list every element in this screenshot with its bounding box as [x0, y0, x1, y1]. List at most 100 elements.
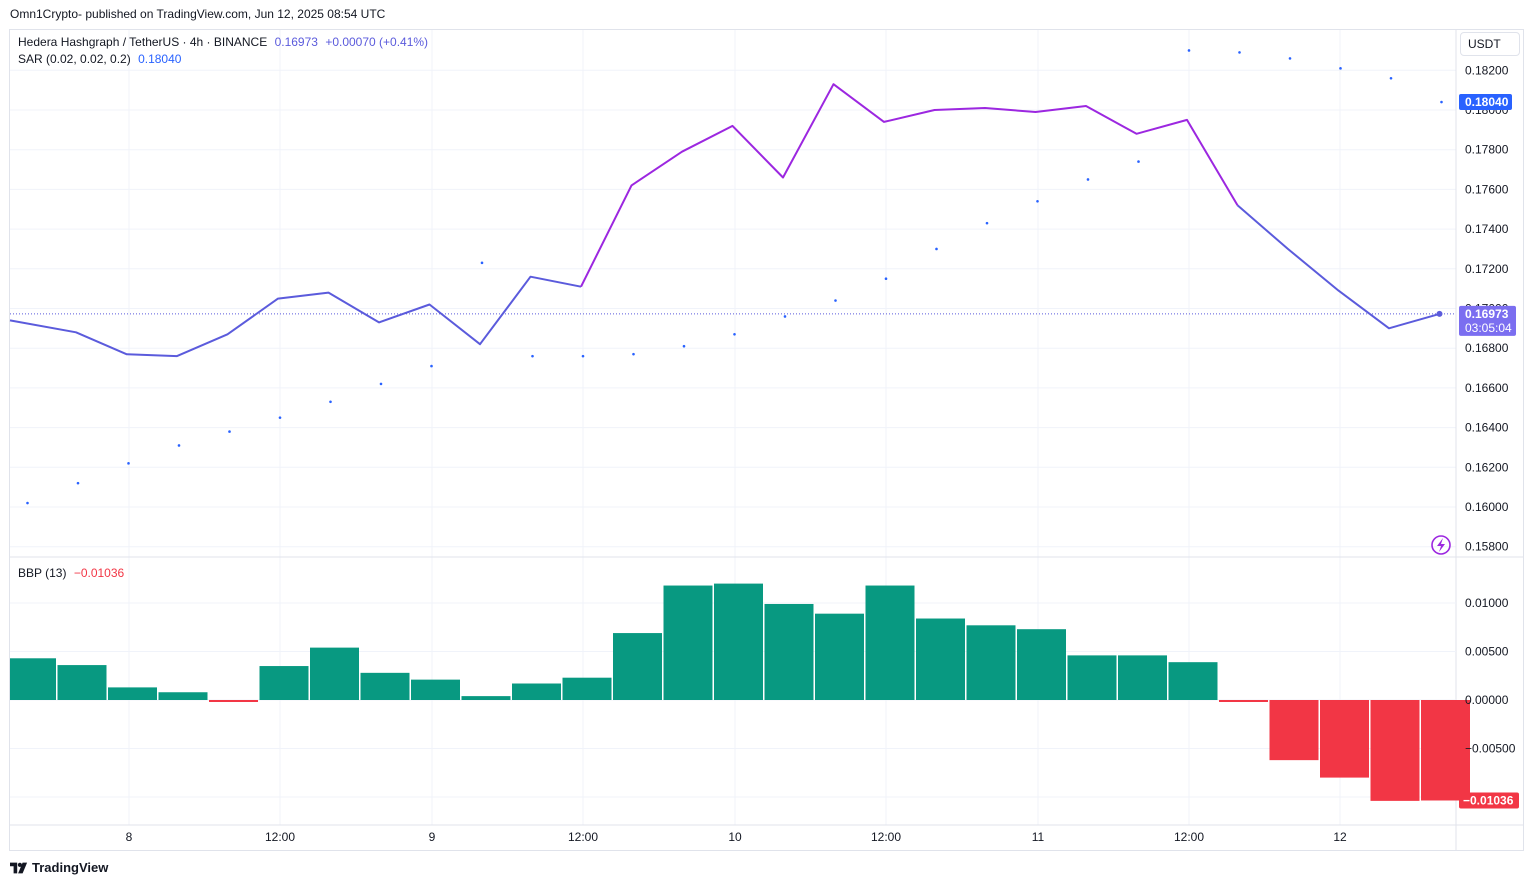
last-price-axis-label-bg	[1459, 305, 1516, 336]
bbp-bar	[1017, 629, 1066, 700]
price-tick-label: 0.17400	[1465, 222, 1509, 236]
price-tick-label: 0.16600	[1465, 381, 1509, 395]
price-pane	[9, 49, 1456, 505]
lightning-icon[interactable]	[1431, 535, 1451, 555]
currency-selector[interactable]: USDT	[1460, 32, 1520, 56]
sar-dot	[1389, 76, 1393, 80]
symbol-legend[interactable]: Hedera Hashgraph / TetherUS · 4h · BINAN…	[18, 35, 432, 49]
countdown-label: 03:05:04	[1465, 321, 1512, 335]
sar-axis-label: 0.18040	[1465, 95, 1509, 109]
x-tick-label: 11	[1032, 830, 1045, 844]
bbp-axis-label-bg	[1459, 792, 1519, 809]
bbp-axis-label: −0.01036	[1463, 793, 1514, 807]
bbp-bar	[966, 625, 1016, 700]
bbp-bar	[10, 658, 56, 700]
tradingview-logo[interactable]: TradingView	[10, 860, 108, 875]
bbp-tick-label: 0.00500	[1465, 645, 1509, 659]
price-tick-label: 0.15800	[1465, 540, 1509, 554]
sar-dot	[985, 221, 989, 225]
sar-dot	[581, 354, 585, 358]
sar-axis-label-bg	[1459, 94, 1512, 111]
bbp-bar	[714, 583, 763, 700]
bbp-bar	[411, 679, 460, 700]
bbp-bar	[764, 603, 814, 700]
bbp-bar	[512, 683, 561, 700]
bbp-tick-label: 0.00000	[1465, 693, 1509, 707]
bbp-label: BBP (13)	[18, 566, 67, 580]
tradingview-logo-text: TradingView	[32, 860, 109, 875]
bbp-bar	[360, 672, 410, 700]
sar-dot	[682, 344, 686, 348]
bbp-tick-label: −0.00500	[1465, 742, 1516, 756]
bbp-tick-label: 0.01000	[1465, 596, 1509, 610]
bbp-bar	[1219, 700, 1268, 702]
sar-dot	[884, 277, 888, 281]
sar-dot	[783, 315, 787, 318]
close-line-segment	[1236, 204, 1440, 330]
bbp-bar	[1320, 700, 1369, 778]
sar-dot	[935, 247, 938, 251]
sar-dot	[1288, 57, 1292, 60]
axis-layer: 8 12:00 9 12:00 10 12:00 11 12:00 12 0.15800 0.160…	[126, 63, 1519, 844]
price-tick-label: 0.16800	[1465, 341, 1509, 355]
sar-dot	[430, 364, 433, 368]
sar-value: 0.18040	[138, 52, 182, 66]
x-tick-label: 12:00	[871, 830, 901, 844]
sar-dot	[1187, 49, 1191, 52]
last-price-axis-label: 0.16973	[1465, 307, 1509, 321]
sar-label: SAR (0.02, 0.02, 0.2)	[18, 52, 131, 66]
sar-dot	[329, 400, 332, 404]
x-tick-label: 9	[429, 830, 436, 844]
sar-dot	[1440, 100, 1443, 104]
sar-dot	[177, 444, 181, 447]
bbp-value: −0.01036	[73, 566, 125, 580]
sar-dot	[1086, 178, 1090, 181]
sar-dot	[1137, 160, 1140, 163]
close-line-segment	[9, 275, 582, 358]
sar-dot	[76, 481, 80, 485]
sar-dot	[26, 501, 29, 505]
bbp-bar	[158, 692, 208, 700]
sar-dot	[379, 382, 383, 386]
grid-layer	[10, 30, 1524, 850]
bbp-bar	[1269, 700, 1319, 761]
sar-dot	[228, 430, 231, 433]
price-tick-label: 0.16200	[1465, 460, 1509, 474]
x-tick-label: 10	[728, 830, 742, 844]
bbp-bar	[57, 665, 107, 700]
sar-dot	[531, 354, 534, 358]
sar-dot	[834, 299, 837, 302]
price-tick-label: 0.17800	[1465, 143, 1509, 157]
price-tick-label: 0.16000	[1465, 500, 1509, 514]
x-tick-label: 12	[1333, 830, 1347, 844]
bbp-bar	[1067, 655, 1117, 700]
tradingview-logo-icon	[10, 862, 28, 873]
bbp-bar	[562, 677, 612, 700]
bbp-bar	[1421, 700, 1470, 801]
sar-dot	[1339, 67, 1342, 70]
sar-dot	[632, 352, 635, 356]
last-price-dot	[1436, 310, 1443, 317]
bbp-bar	[310, 647, 359, 700]
sar-legend[interactable]: SAR (0.02, 0.02, 0.2) 0.18040	[18, 52, 185, 66]
x-tick-label: 12:00	[265, 830, 295, 844]
bbp-bar	[209, 700, 258, 702]
last-price: 0.16973	[274, 35, 318, 49]
bbp-bar	[1168, 662, 1218, 700]
chart-frame	[9, 29, 1524, 851]
sar-dot	[1238, 51, 1241, 54]
bbp-pane	[10, 583, 1470, 801]
x-tick-label: 12:00	[568, 830, 598, 844]
price-tick-label: 0.16400	[1465, 421, 1509, 435]
sar-dot	[127, 462, 130, 465]
bbp-bar	[663, 585, 713, 700]
price-tick-label: 0.18200	[1465, 63, 1509, 77]
bbp-legend[interactable]: BBP (13) −0.01036	[18, 566, 128, 580]
bbp-bar	[108, 687, 157, 700]
bbp-bar	[259, 666, 309, 700]
sar-dot	[733, 333, 736, 336]
bbp-bar	[1370, 700, 1420, 801]
published-header: Omn1Crypto- published on TradingView.com…	[10, 7, 386, 21]
sar-dot	[1036, 200, 1039, 203]
